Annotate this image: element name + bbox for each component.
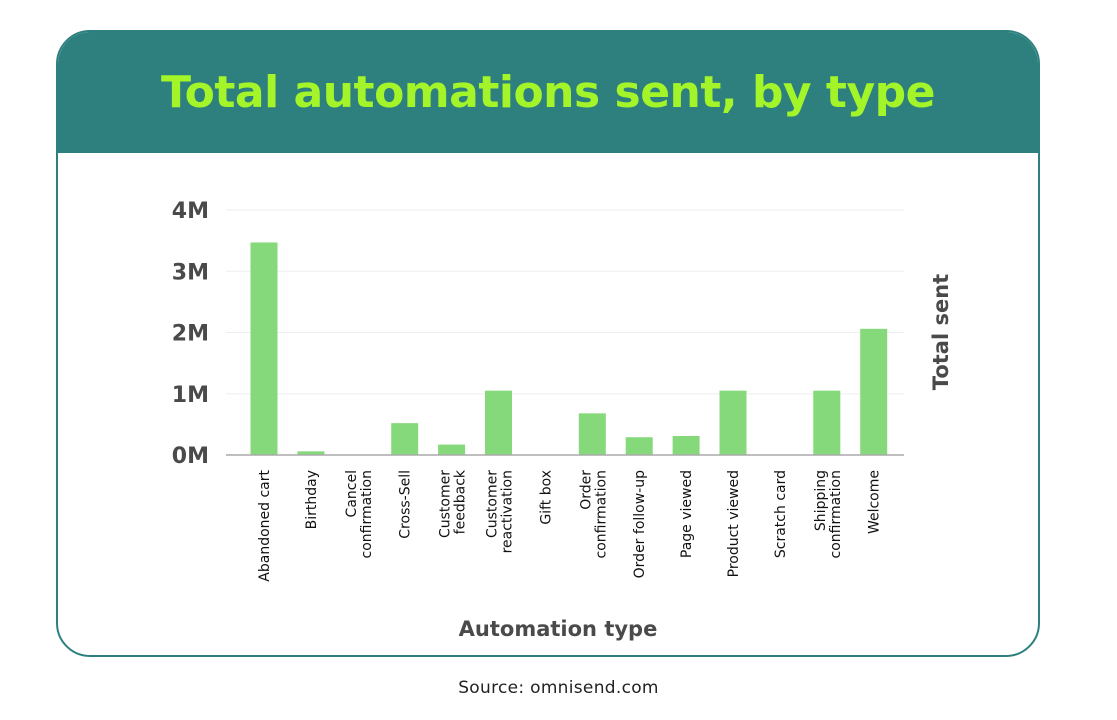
x-tick-label: Gift box — [538, 470, 554, 525]
x-tick-label-line: Customer — [438, 470, 454, 538]
x-tick-label-line: Page viewed — [679, 470, 695, 558]
bar — [860, 328, 888, 455]
x-tick-label-line: confirmation — [828, 470, 844, 559]
x-tick-label-line: Product viewed — [726, 470, 742, 577]
chart-header: Total automations sent, by type — [58, 32, 1038, 153]
bars — [250, 242, 888, 455]
x-tick-label: Orderconfirmation — [578, 470, 609, 559]
x-tick-label-line: Scratch card — [773, 470, 789, 558]
x-tick-label: Abandoned cart — [257, 469, 273, 581]
y-tick-label: 4M — [172, 199, 209, 224]
x-tick-label: Welcome — [867, 470, 883, 534]
x-tick-label-line: Welcome — [867, 470, 883, 534]
y-axis-label: Total sent — [929, 274, 953, 390]
x-tick-label: Order follow-up — [632, 470, 648, 578]
grid-lines — [226, 209, 904, 395]
x-tick-label: Product viewed — [726, 470, 742, 577]
bar — [250, 242, 278, 455]
x-tick-label-line: Birthday — [304, 470, 320, 529]
bar — [297, 451, 325, 455]
x-tick-label: Shippingconfirmation — [813, 470, 844, 559]
chart-title: Total automations sent, by type — [161, 67, 936, 118]
x-tick-label: Page viewed — [679, 470, 695, 558]
x-tick-label: Birthday — [304, 470, 320, 529]
x-tick-label-line: Abandoned cart — [257, 469, 273, 581]
x-tick-label: Scratch card — [773, 470, 789, 558]
y-tick-label: 1M — [172, 383, 209, 408]
x-tick-label-line: Order — [578, 470, 594, 510]
x-axis-label: Automation type — [459, 617, 658, 641]
bar — [719, 390, 747, 455]
bar — [813, 390, 841, 455]
x-tick-label: Customerreactivation — [485, 470, 516, 554]
bar — [578, 413, 606, 455]
x-tick-label: Cancelconfirmation — [344, 470, 375, 559]
x-tick-label-line: Order follow-up — [632, 470, 648, 578]
x-tick-label-line: feedback — [453, 469, 469, 534]
x-tick-label-line: reactivation — [500, 470, 516, 553]
bar — [438, 444, 466, 455]
x-tick-labels: Abandoned cart Birthday Cancelconfirmation… — [257, 469, 883, 582]
x-tick-label-line: confirmation — [359, 470, 375, 559]
x-tick-label: Cross-Sell — [398, 470, 414, 539]
x-tick-label-line: confirmation — [593, 470, 609, 559]
y-tick-labels: 0M 1M 2M 3M 4M — [172, 199, 209, 469]
bar — [672, 436, 700, 455]
x-tick-label-line: Gift box — [538, 470, 554, 525]
source-note: Source: omnisend.com — [458, 678, 659, 698]
y-tick-label: 3M — [172, 260, 209, 285]
bar — [625, 437, 653, 455]
y-tick-label: 2M — [172, 322, 209, 347]
x-tick-label: Customerfeedback — [438, 469, 469, 538]
x-tick-label-line: Cross-Sell — [398, 470, 414, 539]
bar — [391, 423, 419, 455]
bar — [485, 390, 512, 455]
y-tick-label: 0M — [172, 444, 209, 469]
x-tick-label-line: Cancel — [344, 470, 360, 517]
x-tick-label-line: Shipping — [813, 470, 829, 531]
x-tick-label-line: Customer — [485, 470, 501, 538]
